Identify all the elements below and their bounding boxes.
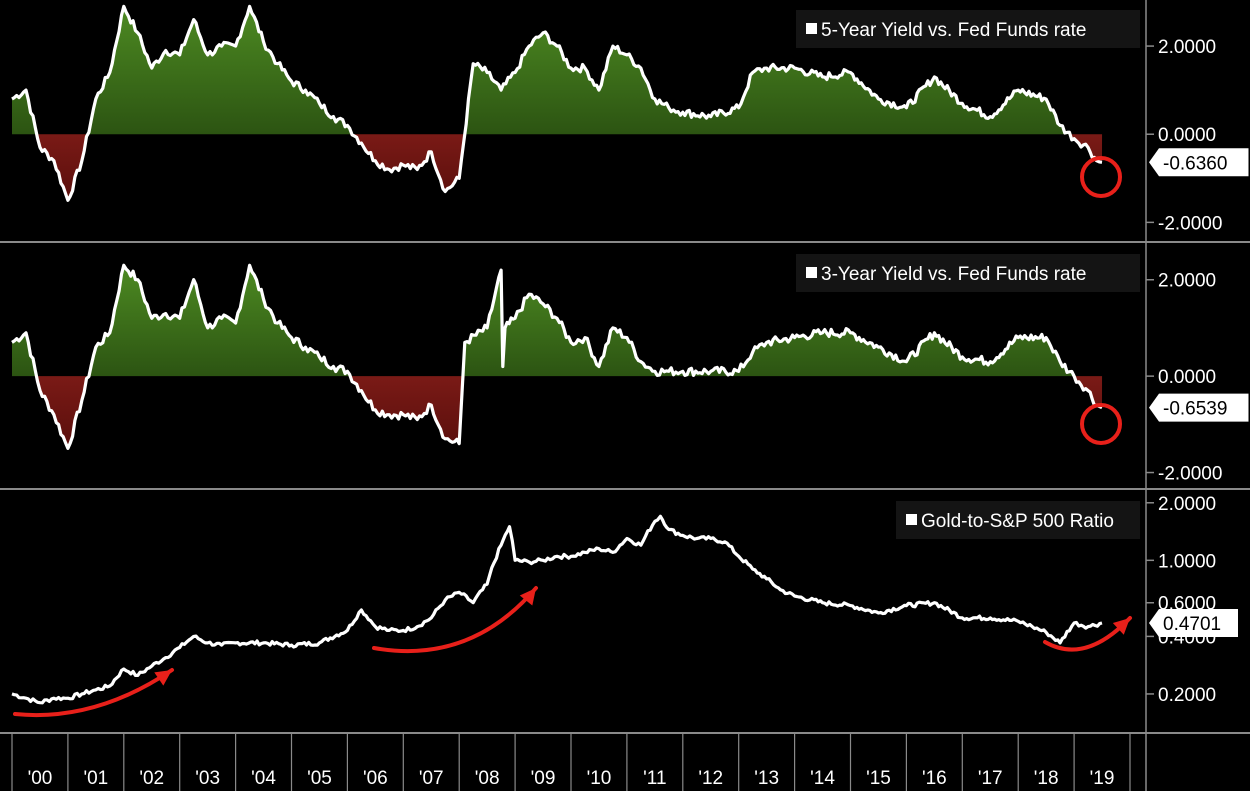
- trend-arrow-1: [13, 668, 174, 718]
- panel-title-text: 3-Year Yield vs. Fed Funds rate: [821, 264, 1086, 285]
- last-value-label-1: -0.6360: [1149, 148, 1249, 177]
- y-tick-label: -2.0000: [1158, 213, 1222, 234]
- series-line-2: [11, 263, 1103, 450]
- x-tick-label: '11: [643, 768, 666, 789]
- last-value-text: -0.6360: [1163, 153, 1227, 174]
- x-tick-label: '04: [251, 768, 276, 789]
- series-line-3: [11, 514, 1103, 705]
- trend-arrow-3: [1043, 616, 1132, 652]
- y-tick-label: 2.0000: [1158, 271, 1216, 292]
- x-tick-label: '13: [754, 768, 779, 789]
- last-value-text: 0.4701: [1163, 614, 1221, 635]
- panel-title-text: Gold-to-S&P 500 Ratio: [921, 511, 1114, 532]
- x-tick-label: '02: [139, 768, 164, 789]
- series-line-1: [11, 4, 1103, 202]
- panel-title-text: 5-Year Yield vs. Fed Funds rate: [821, 20, 1086, 41]
- x-tick-label: '14: [810, 768, 835, 789]
- x-tick-label: '10: [587, 768, 612, 789]
- y-tick-label: 2.0000: [1158, 494, 1216, 515]
- x-tick-label: '05: [307, 768, 332, 789]
- highlight-circle-2: [1080, 403, 1122, 445]
- last-value-text: -0.6539: [1163, 399, 1227, 420]
- x-tick-label: '17: [978, 768, 1003, 789]
- annotations: [13, 156, 1132, 718]
- negative-area-2: [12, 376, 1103, 449]
- x-tick-label: '01: [83, 768, 108, 789]
- y-tick-label: 2.0000: [1158, 37, 1216, 58]
- x-axis: '00 '01 '02 '03 '04 '05 '06 '07 '08 '09 '10 '11 '12 '…: [11, 733, 1131, 791]
- y-tick-label: 0.0000: [1158, 367, 1216, 388]
- x-tick-label: '03: [195, 768, 220, 789]
- x-tick-label: '08: [475, 768, 500, 789]
- legend-swatch: [806, 267, 817, 278]
- x-tick-label: '00: [28, 768, 53, 789]
- x-tick-label: '07: [419, 768, 444, 789]
- last-value-label-2: -0.6539: [1149, 393, 1249, 422]
- x-tick-label: '15: [866, 768, 891, 789]
- legend-swatch: [806, 23, 817, 34]
- panel-title-3: Gold-to-S&P 500 Ratio: [896, 501, 1140, 539]
- legend-swatch: [906, 514, 917, 525]
- y-tick-label: 0.0000: [1158, 125, 1216, 146]
- x-tick-label: '19: [1090, 768, 1115, 789]
- panel-title-2: 3-Year Yield vs. Fed Funds rate: [796, 254, 1140, 292]
- panel-1: [11, 4, 1103, 202]
- y-tick-label: 1.0000: [1158, 551, 1216, 572]
- last-value-label-3: 0.4701: [1149, 608, 1238, 637]
- panel-title-1: 5-Year Yield vs. Fed Funds rate: [796, 10, 1140, 48]
- y-tick-label: -2.0000: [1158, 464, 1222, 485]
- y-tick-label: 0.2000: [1158, 685, 1216, 706]
- trend-arrow-2: [372, 586, 538, 653]
- x-tick-label: '12: [698, 768, 723, 789]
- x-tick-label: '18: [1034, 768, 1059, 789]
- tick-marks: [1146, 45, 1154, 695]
- negative-area-1: [12, 134, 1103, 201]
- panel-2: [11, 263, 1103, 450]
- x-tick-label: '09: [531, 768, 556, 789]
- panel-3: [11, 514, 1103, 705]
- positive-area-1: [12, 6, 1103, 135]
- highlight-circle-1: [1080, 156, 1122, 198]
- x-tick-label: '16: [922, 768, 947, 789]
- x-tick-label: '06: [363, 768, 388, 789]
